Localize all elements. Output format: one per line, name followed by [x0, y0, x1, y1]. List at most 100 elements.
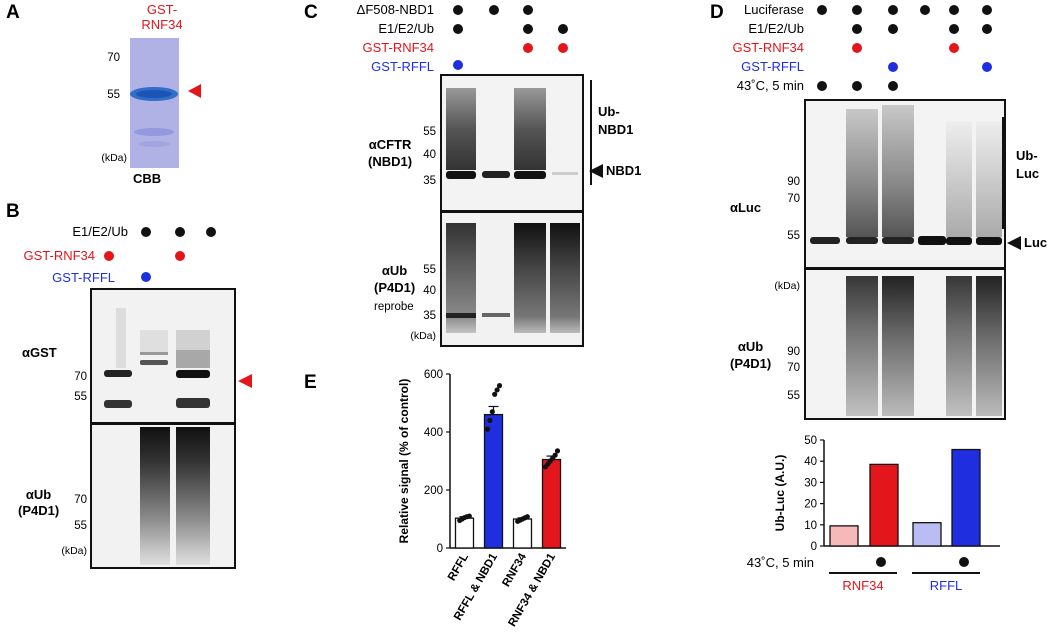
aub-d-marker-90: 90	[787, 346, 800, 358]
panel-b-letter: B	[6, 201, 20, 222]
chart-e-point	[487, 417, 493, 423]
group-label-rnf34: RNF34	[842, 578, 884, 593]
row-e1e2ub: E1/E2/Ub	[72, 224, 128, 239]
aub-d-label-line2: (P4D1)	[730, 356, 772, 371]
aub-c-label: αUb (P4D1)	[374, 262, 415, 296]
aub-c-marker-40: 40	[423, 285, 436, 297]
agst-marker-55: 55	[74, 391, 87, 403]
aluc-marker-55: 55	[787, 230, 800, 242]
agst-arrow-red	[236, 373, 254, 389]
cbb-gel	[130, 38, 179, 168]
aub-c-kda: (kDa)	[410, 330, 436, 342]
chart-d-bar	[951, 448, 981, 547]
ub-nbd1-line2: NBD1	[598, 122, 634, 137]
ub-nbd1-bracket	[590, 80, 592, 185]
aub-d-marker-55: 55	[787, 390, 800, 402]
row-gst-rffl: GST-RFFL	[52, 270, 115, 285]
aluc-marker-90: 90	[787, 176, 800, 188]
panel-e-letter: E	[304, 372, 317, 393]
aluc-label: αLuc	[730, 200, 762, 215]
chart-d-bar	[869, 463, 899, 547]
group-line-rffl	[912, 572, 980, 574]
aub-b-kda: (kDa)	[61, 545, 87, 557]
chart-e-point	[496, 383, 503, 389]
chart-d-ytick-label: 20	[804, 499, 817, 511]
blot-agst	[90, 288, 236, 424]
ub-luc-label: Ub- Luc	[1016, 147, 1039, 183]
aub-d-marker-70: 70	[787, 362, 800, 374]
band-arrow-red	[186, 83, 202, 99]
aub-c-marker-55: 55	[423, 264, 436, 276]
aub-b-label-line2: (P4D1)	[18, 503, 60, 518]
panel-b-dots	[104, 227, 216, 282]
ub-luc-line1: Ub-	[1016, 148, 1038, 163]
blot-acftr	[440, 74, 584, 212]
chart-e-bar	[541, 458, 562, 549]
chart-d-ytick-label: 10	[804, 520, 817, 532]
protein-label-line1: GST-	[146, 2, 178, 17]
kda-unit: (kDa)	[101, 152, 127, 164]
ub-nbd1-label: Ub- NBD1	[598, 103, 633, 139]
group-label-rffl: RFFL	[929, 578, 963, 593]
panel-a-protein-label: GST- RNF34	[132, 2, 192, 32]
acftr-marker-55: 55	[423, 126, 436, 138]
agst-label: αGST	[22, 345, 57, 360]
aub-b-label: αUb (P4D1)	[18, 487, 59, 519]
agst-marker-70: 70	[74, 371, 87, 383]
reprobe-label: reprobe	[374, 301, 414, 313]
chart-e-point	[466, 513, 472, 519]
row-c-e1e2ub: E1/E2/Ub	[378, 21, 434, 36]
aub-d-kda: (kDa)	[774, 280, 800, 292]
chart-e-ylabel: Relative signal (% of control)	[397, 379, 411, 544]
aub-c-label-line1: αUb	[381, 263, 408, 278]
aub-c-label-line2: (P4D1)	[374, 280, 416, 295]
acftr-marker-35: 35	[423, 175, 436, 187]
aub-d-label-line1: αUb	[737, 339, 764, 354]
acftr-label-line1: αCFTR	[368, 137, 412, 152]
panel-d-letter: D	[710, 2, 724, 23]
blot-aub-d	[804, 268, 1006, 420]
chart-d-ytick-label: 30	[804, 477, 817, 489]
chart-d-ytick-label: 50	[804, 435, 817, 447]
acftr-label-line2: (NBD1)	[368, 154, 413, 169]
chart-d-bar	[829, 525, 859, 547]
panel-c-dots	[453, 5, 568, 70]
row-c-gst-rffl: GST-RFFL	[371, 59, 434, 74]
panel-d-dots	[817, 5, 992, 91]
acftr-marker-40: 40	[423, 149, 436, 161]
chart-d-ylabel: Ub-Luc (A.U.)	[773, 455, 787, 532]
chart-d-ytick-label: 0	[811, 541, 817, 553]
row-d-gst-rffl: GST-RFFL	[741, 59, 804, 74]
chart-d-ytick-label: 40	[804, 456, 817, 468]
acftr-label: αCFTR (NBD1)	[368, 136, 412, 170]
chart-d: 0 10 20 30 40 50 Ub-Luc (A.U.)	[773, 435, 1000, 553]
protein-label-line2: RNF34	[141, 17, 183, 32]
group-line-rnf34	[829, 572, 897, 574]
chart-e-ytick-label: 200	[424, 485, 443, 497]
nbd1-arrow	[588, 163, 604, 179]
ub-nbd1-line1: Ub-	[598, 104, 620, 119]
row-d-e1e2ub: E1/E2/Ub	[748, 21, 804, 36]
row-c-gst-rnf34: GST-RNF34	[362, 40, 434, 55]
chart-e-point	[552, 452, 558, 458]
panel-a-letter: A	[6, 2, 20, 23]
luc-label: Luc	[1024, 235, 1048, 250]
heat-dots	[876, 557, 969, 567]
chart-e-point	[524, 514, 530, 520]
chart-e-ytick-label: 600	[424, 369, 443, 381]
ub-luc-bracket	[1002, 117, 1004, 229]
marker-70: 70	[107, 52, 120, 64]
heat-row-label: 43˚C, 5 min	[746, 555, 814, 570]
chart-e-ytick-label: 400	[424, 427, 443, 439]
row-df508-nbd1: ΔF508-NBD1	[356, 2, 434, 17]
row-d-gst-rnf34: GST-RNF34	[732, 40, 804, 55]
cbb-stain-label: CBB	[133, 171, 162, 186]
aub-b-marker-70: 70	[74, 494, 87, 506]
aub-d-label: αUb (P4D1)	[730, 338, 771, 372]
panel-c-letter: C	[304, 2, 318, 23]
blot-aub-b	[90, 423, 236, 569]
chart-e-point	[489, 409, 495, 415]
aluc-marker-70: 70	[787, 193, 800, 205]
aub-c-marker-35: 35	[423, 310, 436, 322]
blot-aub-c	[440, 211, 584, 347]
